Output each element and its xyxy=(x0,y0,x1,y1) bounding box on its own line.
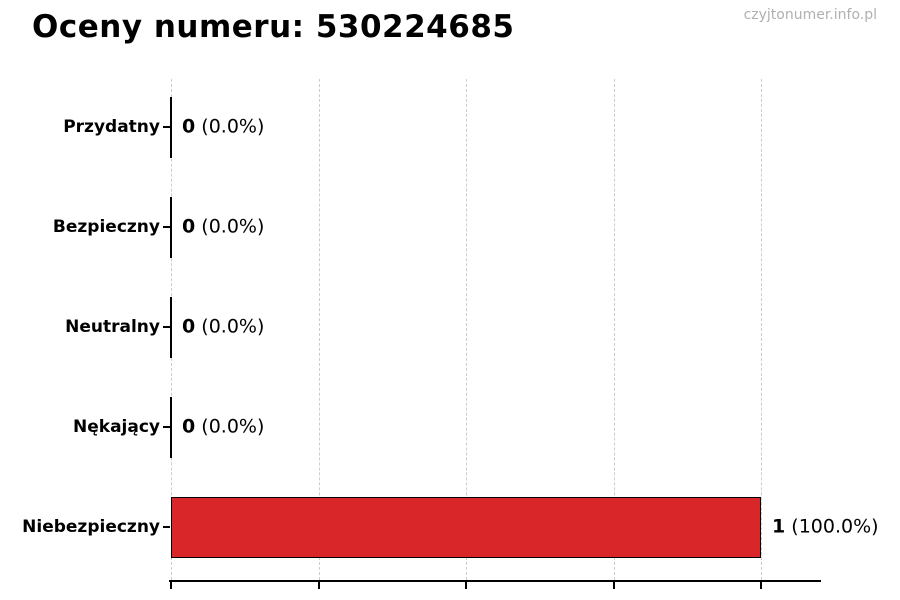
x-gridline xyxy=(761,79,762,580)
y-axis-tick xyxy=(163,426,170,428)
y-axis-tick xyxy=(163,326,170,328)
category-label: Neutralny xyxy=(65,317,160,337)
y-axis-tick xyxy=(163,526,170,528)
x-gridline xyxy=(318,79,320,580)
bar-zero xyxy=(170,96,172,158)
x-gridline xyxy=(613,79,615,580)
value-percent: (0.0%) xyxy=(201,115,265,138)
value-label: 0 (0.0%) xyxy=(182,416,264,438)
x-axis-tick xyxy=(465,582,467,589)
value-percent: (0.0%) xyxy=(201,315,265,338)
category-label: Nękający xyxy=(73,417,160,437)
value-count: 1 xyxy=(772,515,786,538)
y-axis-tick xyxy=(163,226,170,228)
value-count: 0 xyxy=(182,115,196,138)
category-label: Przydatny xyxy=(63,117,160,137)
x-axis-tick xyxy=(612,582,615,589)
chart-title: Oceny numeru: 530224685 xyxy=(32,9,515,45)
x-axis-line xyxy=(169,580,821,582)
category-label: Bezpieczny xyxy=(52,217,160,237)
value-percent: (0.0%) xyxy=(201,215,265,238)
x-axis-tick xyxy=(317,582,320,589)
category-label: Niebezpieczny xyxy=(22,517,160,537)
value-label: 1 (100.0%) xyxy=(772,516,879,538)
bar-zero xyxy=(170,296,172,358)
value-count: 0 xyxy=(182,315,196,338)
value-label: 0 (0.0%) xyxy=(182,116,264,138)
bar-zero xyxy=(170,196,172,258)
bar xyxy=(171,496,761,558)
value-percent: (100.0%) xyxy=(791,515,879,538)
value-label: 0 (0.0%) xyxy=(182,216,264,238)
x-gridline xyxy=(466,79,467,580)
y-axis-tick xyxy=(163,126,170,128)
x-axis-tick xyxy=(760,582,762,589)
value-percent: (0.0%) xyxy=(201,415,265,438)
watermark-text: czyjtonumer.info.pl xyxy=(743,7,877,23)
value-label: 0 (0.0%) xyxy=(182,316,264,338)
bar-zero xyxy=(170,396,172,458)
x-axis-tick xyxy=(170,582,172,589)
value-count: 0 xyxy=(182,415,196,438)
value-count: 0 xyxy=(182,215,196,238)
